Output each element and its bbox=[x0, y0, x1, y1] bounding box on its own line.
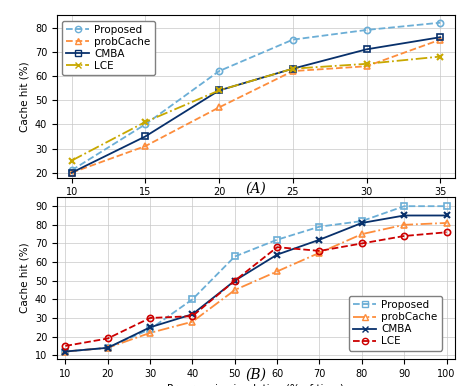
Legend: Proposed, probCache, CMBA, LCE: Proposed, probCache, CMBA, LCE bbox=[62, 20, 155, 75]
Text: (A): (A) bbox=[246, 182, 266, 196]
X-axis label: Progress in simulation (% of time): Progress in simulation (% of time) bbox=[167, 384, 345, 386]
Y-axis label: Cache hit (%): Cache hit (%) bbox=[19, 243, 29, 313]
Y-axis label: Cache hit (%): Cache hit (%) bbox=[19, 61, 29, 132]
Text: (B): (B) bbox=[246, 367, 266, 381]
X-axis label: Cache Size (number of contents): Cache Size (number of contents) bbox=[170, 203, 342, 213]
Legend: Proposed, probCache, CMBA, LCE: Proposed, probCache, CMBA, LCE bbox=[349, 296, 442, 350]
